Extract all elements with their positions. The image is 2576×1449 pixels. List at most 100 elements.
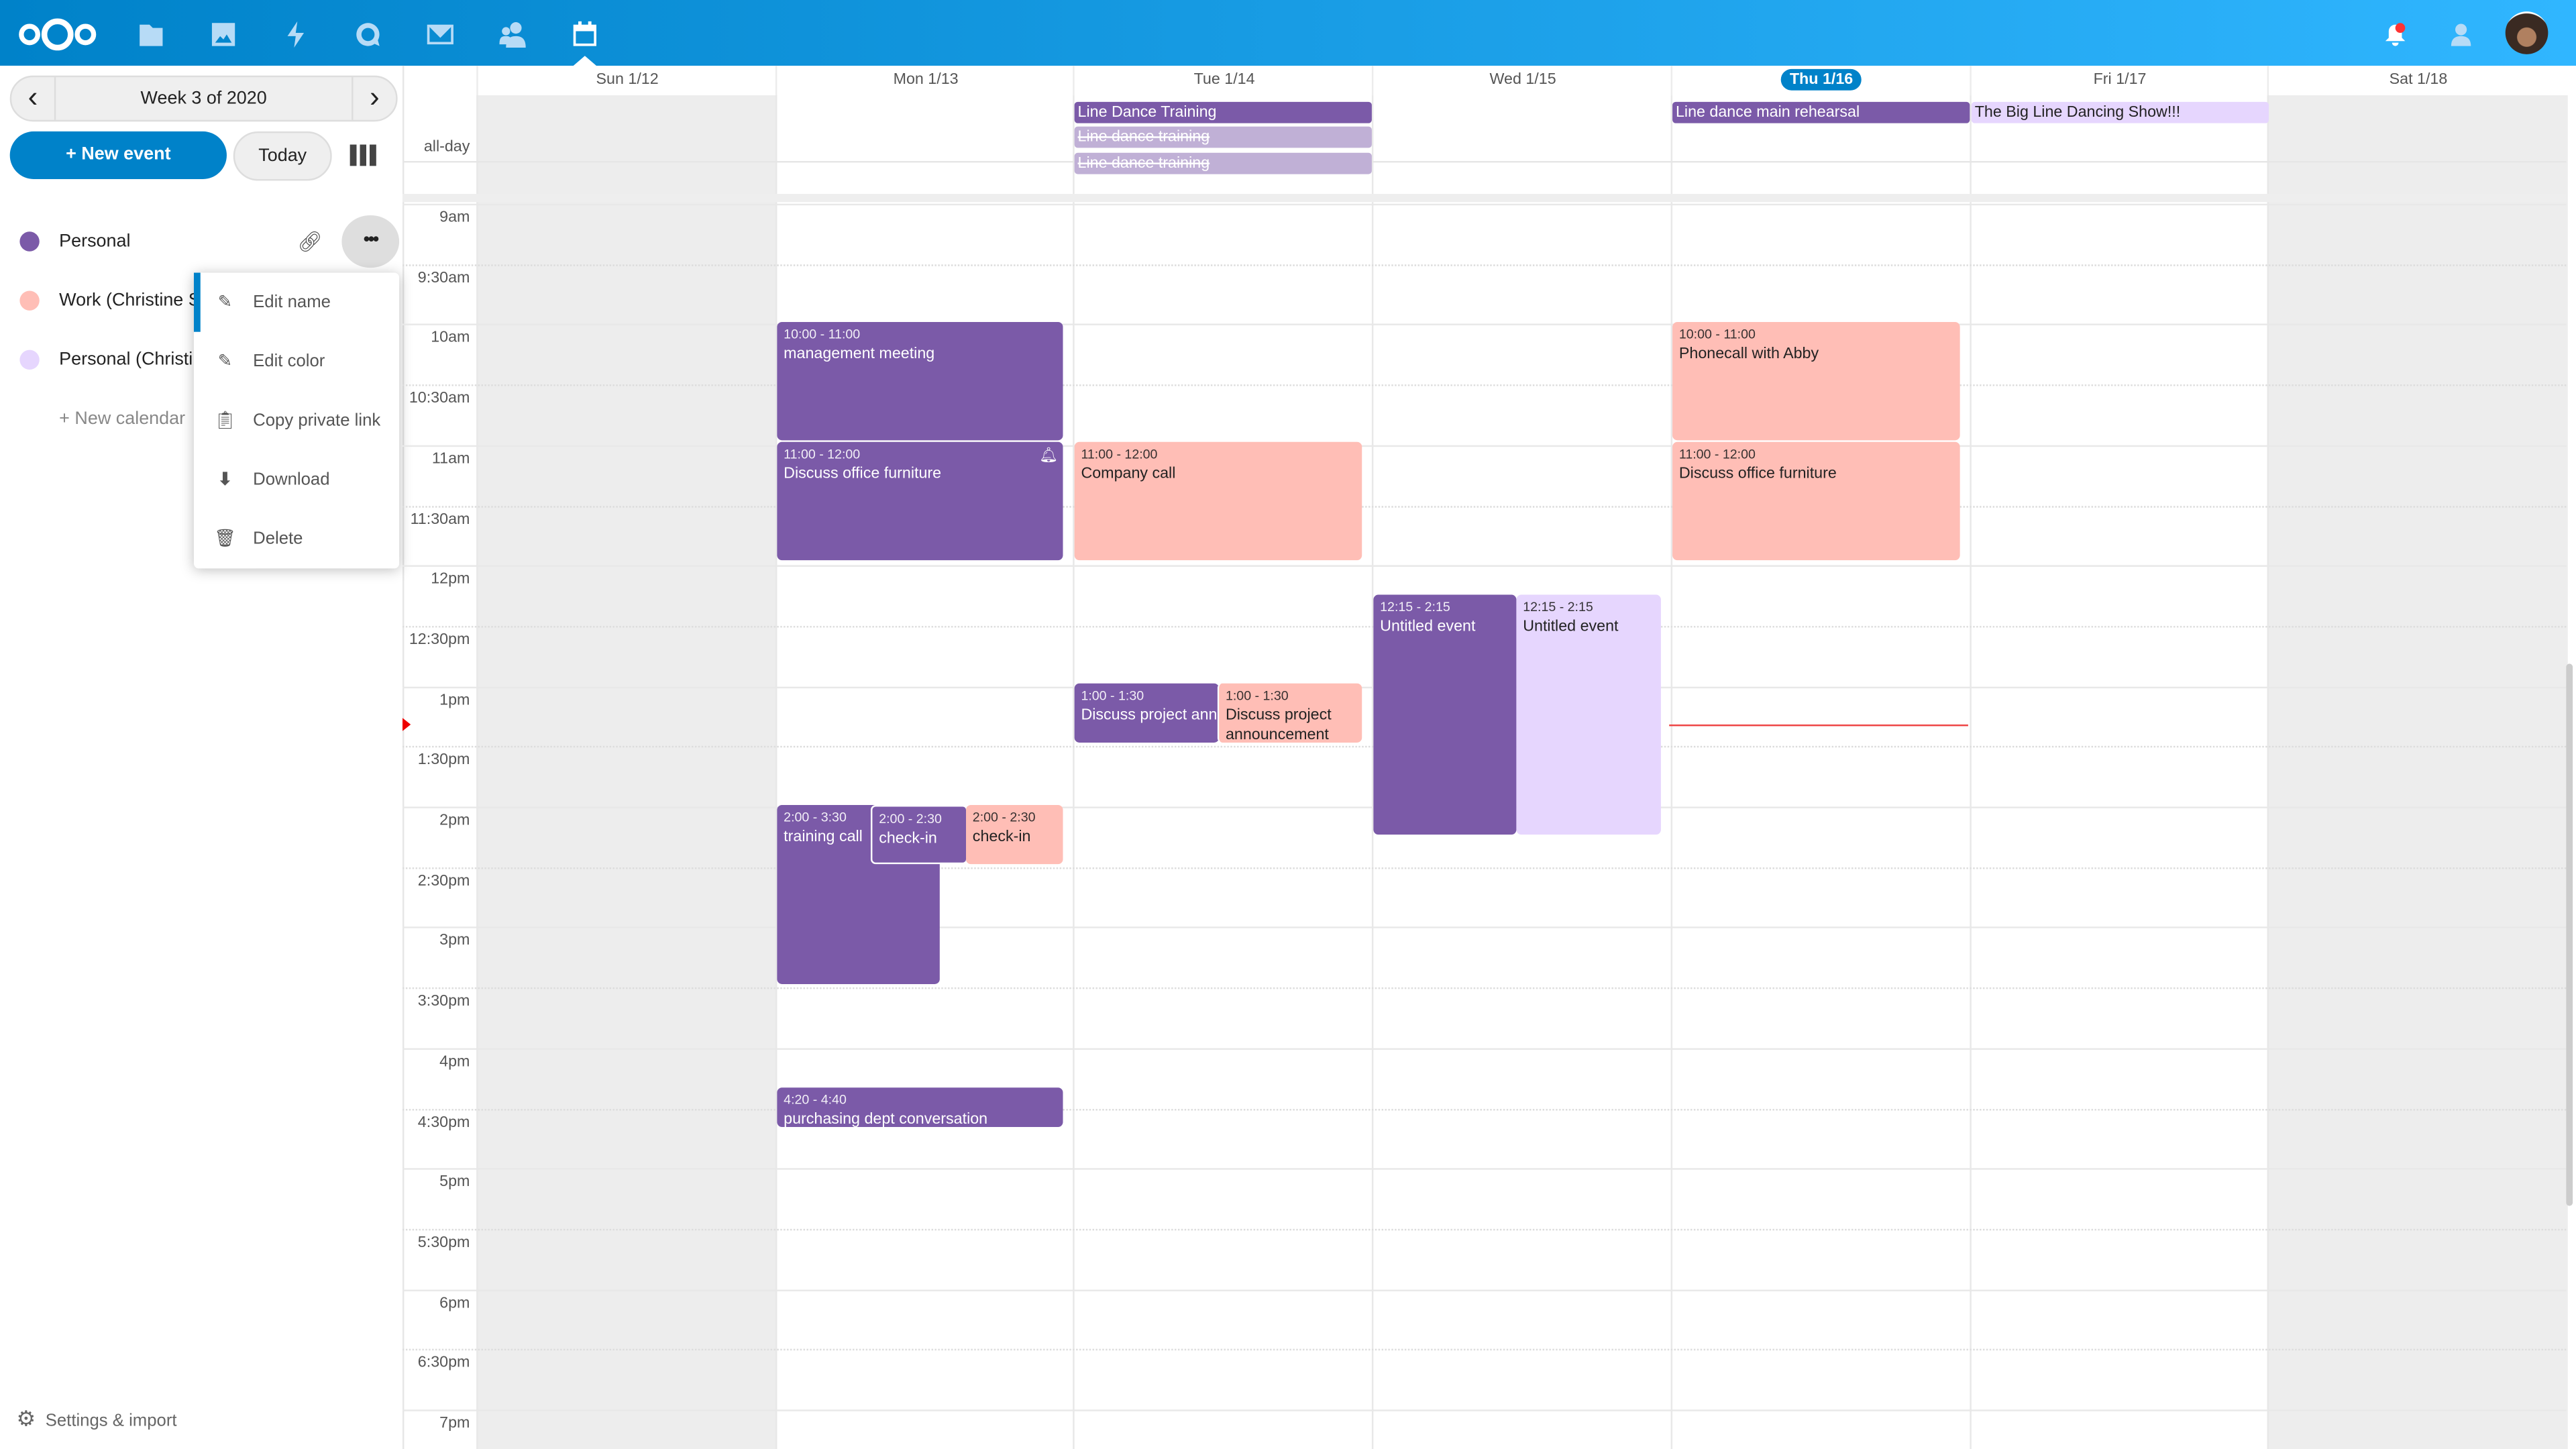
menu-item-copy-private-link[interactable]: 📋︎ Copy private link — [194, 391, 399, 450]
event-title: Untitled event — [1380, 617, 1476, 636]
event[interactable]: 11:00 - 12:00 Discuss office furniture 🔔︎ — [777, 441, 1063, 561]
calendar-color-dot[interactable] — [19, 350, 40, 370]
today-button[interactable]: Today — [233, 131, 332, 181]
menu-label: Edit color — [253, 352, 325, 372]
event[interactable]: 11:00 - 12:00 Company call — [1074, 441, 1362, 561]
time-label: 3pm — [439, 932, 470, 951]
event-title: Phonecall with Abby — [1678, 345, 1819, 364]
calendar-label: Personal — [59, 231, 131, 252]
event[interactable]: 2:00 - 2:30 check-in — [870, 805, 968, 865]
contacts-icon[interactable] — [498, 19, 527, 49]
day-label: Sun 1/12 — [596, 70, 659, 89]
activity-icon[interactable] — [281, 19, 311, 49]
event[interactable]: 10:00 - 11:00 management meeting — [777, 322, 1063, 441]
time-label: 6:30pm — [417, 1354, 470, 1373]
day-column[interactable] — [2267, 95, 2568, 1449]
event[interactable]: 1:00 - 1:30 Discuss project announcement — [1217, 683, 1362, 743]
event[interactable]: 12:15 - 2:15 Untitled event — [1373, 594, 1517, 835]
event-time: 4:20 - 4:40 — [784, 1092, 847, 1108]
event-time: 11:00 - 12:00 — [784, 447, 861, 462]
day-label: Sat 1/18 — [2389, 70, 2448, 89]
grid-line — [402, 1168, 2567, 1171]
event-time: 12:15 - 2:15 — [1380, 599, 1450, 614]
event-time: 11:00 - 12:00 — [1081, 447, 1158, 462]
menu-item-delete[interactable]: 🗑︎ Delete — [194, 509, 399, 568]
day-label: Tue 1/14 — [1193, 70, 1255, 89]
active-item-indicator — [193, 272, 201, 332]
allday-event[interactable]: Line dance main rehearsal — [1672, 101, 1970, 123]
photos-icon[interactable] — [209, 19, 238, 49]
event[interactable]: 1:00 - 1:30 Discuss project announcement — [1074, 683, 1220, 743]
event-time: 2:00 - 3:30 — [784, 810, 847, 825]
grid-line — [402, 565, 2567, 568]
allday-event-cancelled[interactable]: Line dance training — [1074, 152, 1372, 174]
calendar-item-personal[interactable]: Personal 🔗︎ ••• — [0, 215, 402, 268]
grid-line — [402, 1047, 2567, 1050]
share-link-icon[interactable]: 🔗︎ — [297, 229, 323, 254]
settings-import-button[interactable]: ⚙ Settings & import — [16, 1403, 176, 1437]
event-title: Discuss project announcement — [1081, 706, 1219, 725]
calendar-item-personal-christine[interactable]: Personal (Christi — [0, 335, 402, 384]
day-header[interactable]: Mon 1/13 — [775, 65, 1075, 96]
event-title: check-in — [879, 829, 937, 848]
day-header[interactable]: Sat 1/18 — [2267, 65, 2567, 96]
calendar-label: Personal (Christi — [59, 350, 193, 370]
more-actions-button[interactable]: ••• — [341, 215, 400, 268]
contacts-menu-icon[interactable] — [2445, 19, 2474, 49]
time-label: 2:30pm — [417, 871, 470, 890]
day-column[interactable] — [476, 95, 777, 1449]
new-calendar-button[interactable]: + New calendar — [59, 409, 186, 429]
week-navigator: ‹ Week 3 of 2020 › — [9, 75, 398, 122]
event[interactable]: 2:00 - 2:30 check-in — [966, 805, 1063, 865]
user-avatar[interactable] — [2505, 11, 2548, 54]
nextcloud-logo-icon[interactable] — [16, 16, 98, 52]
calendar-color-dot[interactable] — [19, 231, 40, 252]
calendar-icon[interactable] — [570, 19, 600, 49]
scrollbar[interactable] — [2566, 663, 2573, 1206]
week-label[interactable]: Week 3 of 2020 — [140, 89, 267, 109]
day-column[interactable] — [1969, 95, 2269, 1449]
day-column[interactable] — [1670, 95, 1970, 1449]
view-switcher-icon[interactable] — [350, 144, 376, 166]
event[interactable]: 4:20 - 4:40 purchasing dept conversation — [777, 1087, 1063, 1128]
allday-event[interactable]: The Big Line Dancing Show!!! — [1971, 101, 2269, 123]
menu-item-edit-color[interactable]: ✎ Edit color — [194, 332, 399, 391]
day-header[interactable]: Sun 1/12 — [476, 65, 776, 96]
day-column[interactable] — [775, 95, 1075, 1449]
day-header[interactable]: Tue 1/14 — [1073, 65, 1373, 96]
day-header[interactable]: Thu 1/16 — [1670, 65, 1970, 96]
event[interactable]: 11:00 - 12:00 Discuss office furniture — [1672, 441, 1960, 561]
notifications-bell-icon[interactable] — [2381, 19, 2410, 49]
time-label: 9:30am — [417, 268, 470, 287]
event-title: check-in — [972, 828, 1031, 847]
allday-divider — [402, 193, 2567, 203]
header-divider — [402, 161, 2567, 163]
new-event-button[interactable]: + New event — [9, 131, 227, 179]
time-label: 1:30pm — [417, 751, 470, 769]
allday-event[interactable]: Line Dance Training — [1074, 101, 1372, 123]
previous-week-button[interactable]: ‹ — [11, 77, 56, 120]
allday-event-cancelled[interactable]: Line dance training — [1074, 126, 1372, 148]
day-header[interactable]: Fri 1/17 — [1969, 65, 2269, 96]
time-label: 1pm — [439, 691, 470, 709]
menu-label: Edit name — [253, 292, 331, 313]
time-label: 12pm — [431, 570, 470, 589]
grid-line — [402, 445, 2567, 447]
next-week-button[interactable]: › — [352, 77, 396, 120]
files-icon[interactable] — [136, 19, 166, 49]
day-column[interactable] — [1073, 95, 1373, 1449]
mail-icon[interactable] — [425, 19, 455, 49]
menu-item-download[interactable]: ⬇ Download — [194, 450, 399, 509]
event[interactable]: 12:15 - 2:15 Untitled event — [1516, 594, 1661, 835]
calendar-item-work[interactable]: Work (Christine S — [0, 276, 402, 325]
time-label: 5pm — [439, 1173, 470, 1191]
calendar-color-dot[interactable] — [19, 290, 40, 311]
day-column[interactable] — [1372, 95, 1672, 1449]
event[interactable]: 10:00 - 11:00 Phonecall with Abby — [1672, 322, 1960, 441]
talk-icon[interactable] — [354, 19, 383, 49]
menu-item-edit-name[interactable]: ✎ Edit name — [194, 273, 399, 332]
time-label: 10:30am — [409, 389, 470, 408]
time-label: 2pm — [439, 811, 470, 830]
day-header[interactable]: Wed 1/15 — [1372, 65, 1672, 96]
